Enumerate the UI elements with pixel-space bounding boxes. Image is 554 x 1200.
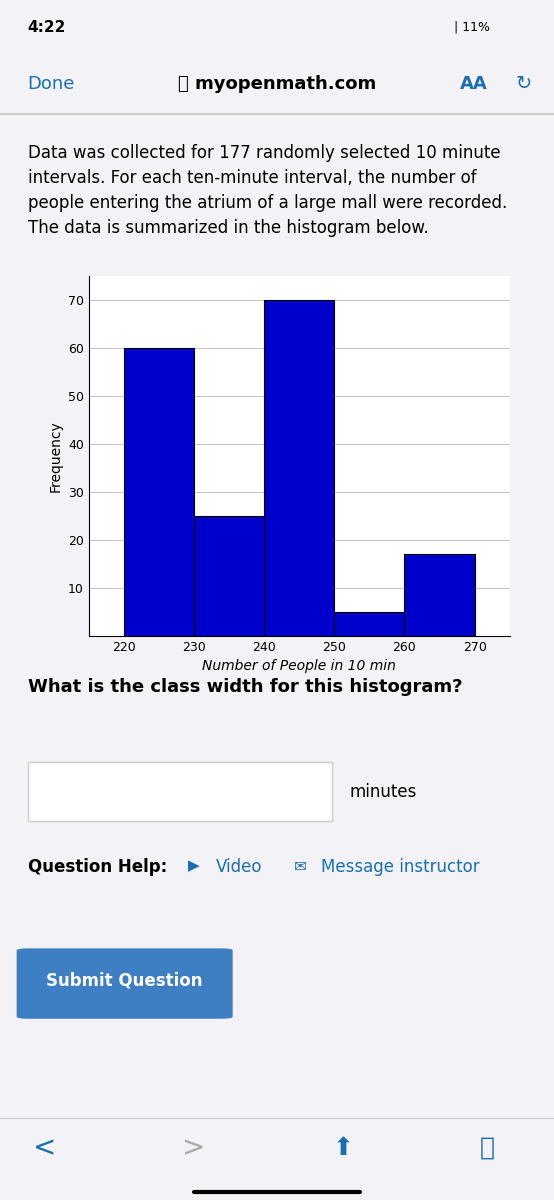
Text: >: >	[182, 1134, 206, 1162]
Text: Video: Video	[216, 858, 263, 876]
Bar	[264, 300, 334, 636]
FancyBboxPatch shape	[28, 762, 332, 821]
Text: minutes: minutes	[349, 782, 417, 800]
X-axis label: Number of People in 10 min: Number of People in 10 min	[202, 660, 396, 673]
FancyBboxPatch shape	[17, 948, 233, 1019]
Bar	[194, 516, 264, 636]
Text: What is the class width for this histogram?: What is the class width for this histogr…	[28, 678, 462, 696]
Text: Submit Question: Submit Question	[47, 972, 203, 990]
Bar	[334, 612, 404, 636]
Text: ▶: ▶	[188, 858, 200, 874]
Text: ✉: ✉	[294, 858, 306, 874]
Text: Message instructor: Message instructor	[321, 858, 480, 876]
Y-axis label: Frequency: Frequency	[48, 420, 62, 492]
Text: 🔒 myopenmath.com: 🔒 myopenmath.com	[178, 74, 376, 92]
Text: ⦾: ⦾	[480, 1136, 495, 1160]
Text: Data was collected for 177 randomly selected 10 minute
intervals. For each ten-m: Data was collected for 177 randomly sele…	[28, 144, 507, 238]
Text: ↻: ↻	[515, 74, 532, 94]
Text: Done: Done	[28, 74, 75, 92]
Text: 4:22: 4:22	[28, 19, 66, 35]
Bar	[404, 554, 475, 636]
Text: AA: AA	[460, 74, 488, 92]
Text: <: <	[33, 1134, 56, 1162]
Bar	[124, 348, 194, 636]
Text: ⬆: ⬆	[333, 1136, 354, 1160]
Text: Question Help:: Question Help:	[28, 858, 167, 876]
Text: | 11%: | 11%	[454, 20, 490, 34]
